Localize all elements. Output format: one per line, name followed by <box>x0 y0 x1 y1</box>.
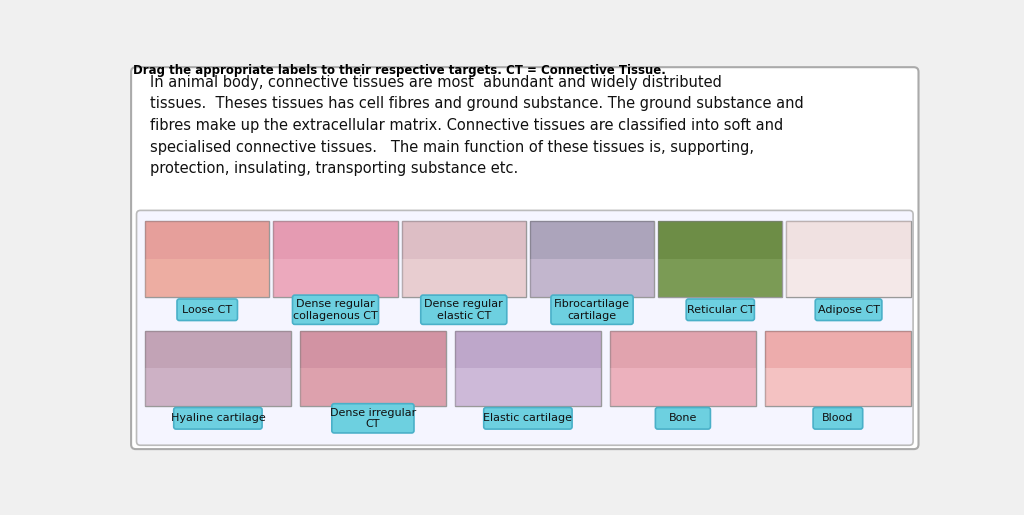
FancyBboxPatch shape <box>421 295 507 324</box>
Bar <box>300 331 445 406</box>
Bar <box>273 221 397 259</box>
Bar <box>529 259 654 297</box>
Bar <box>145 331 291 406</box>
Bar <box>786 221 910 259</box>
FancyBboxPatch shape <box>655 407 711 429</box>
Bar <box>455 331 601 406</box>
Text: Loose CT: Loose CT <box>182 305 232 315</box>
FancyBboxPatch shape <box>332 404 414 433</box>
Bar <box>300 331 445 368</box>
FancyBboxPatch shape <box>815 299 882 320</box>
Bar <box>610 368 756 406</box>
Text: Elastic cartilage: Elastic cartilage <box>483 414 572 423</box>
Text: Fibrocartilage
cartilage: Fibrocartilage cartilage <box>554 299 630 320</box>
FancyBboxPatch shape <box>813 407 862 429</box>
FancyBboxPatch shape <box>177 299 238 320</box>
Bar <box>145 221 269 297</box>
Bar <box>145 368 291 406</box>
Text: Dense regular
collagenous CT: Dense regular collagenous CT <box>293 299 378 320</box>
Bar <box>529 221 654 259</box>
FancyBboxPatch shape <box>551 295 633 324</box>
Text: Bone: Bone <box>669 414 697 423</box>
Bar <box>765 331 910 406</box>
FancyBboxPatch shape <box>686 299 755 320</box>
Bar <box>529 221 654 297</box>
Bar <box>455 331 601 368</box>
Bar <box>658 259 782 297</box>
FancyBboxPatch shape <box>136 211 913 445</box>
Text: Reticular CT: Reticular CT <box>686 305 754 315</box>
Bar <box>145 331 291 368</box>
Bar <box>300 368 445 406</box>
Bar <box>145 259 269 297</box>
Text: Drag the appropriate labels to their respective targets. CT = Connective Tissue.: Drag the appropriate labels to their res… <box>133 64 666 77</box>
Bar <box>610 331 756 368</box>
Bar <box>273 221 397 297</box>
Bar <box>786 221 910 297</box>
Bar <box>786 259 910 297</box>
FancyBboxPatch shape <box>293 295 379 324</box>
Bar <box>658 221 782 259</box>
Bar <box>455 368 601 406</box>
Bar <box>401 259 526 297</box>
Text: Dense irregular
CT: Dense irregular CT <box>330 407 416 429</box>
Bar <box>145 221 269 259</box>
Bar <box>658 221 782 297</box>
Bar <box>765 368 910 406</box>
Text: Blood: Blood <box>822 414 854 423</box>
Text: In animal body, connective tissues are most  abundant and widely distributed
tis: In animal body, connective tissues are m… <box>150 75 804 176</box>
Bar <box>610 331 756 406</box>
Bar <box>401 221 526 297</box>
Bar <box>765 331 910 368</box>
Text: Hyaline cartilage: Hyaline cartilage <box>171 414 265 423</box>
Bar <box>273 259 397 297</box>
Bar <box>401 221 526 259</box>
Text: Adipose CT: Adipose CT <box>817 305 880 315</box>
FancyBboxPatch shape <box>483 407 572 429</box>
Text: Dense regular
elastic CT: Dense regular elastic CT <box>424 299 503 320</box>
FancyBboxPatch shape <box>131 67 919 449</box>
FancyBboxPatch shape <box>174 407 262 429</box>
